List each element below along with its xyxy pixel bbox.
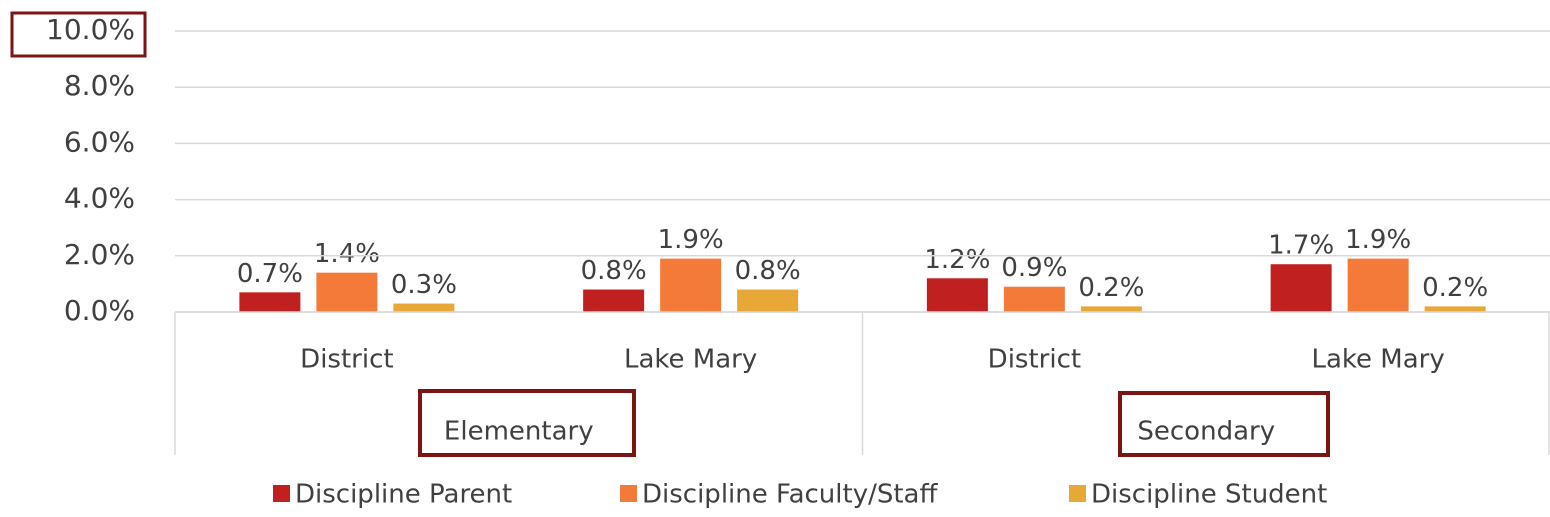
bar bbox=[926, 278, 988, 312]
y-tick-label: 2.0% bbox=[64, 238, 135, 271]
data-label: 0.2% bbox=[1078, 273, 1144, 303]
legend-swatch bbox=[273, 485, 290, 502]
bar bbox=[316, 272, 378, 312]
bar bbox=[737, 289, 799, 312]
legend-label: Discipline Parent bbox=[295, 480, 512, 510]
data-label: 0.8% bbox=[735, 256, 801, 286]
data-label: 0.7% bbox=[237, 259, 303, 289]
bar bbox=[1080, 306, 1142, 312]
bar bbox=[1270, 264, 1332, 312]
bar bbox=[393, 303, 455, 312]
data-label: 1.9% bbox=[1345, 225, 1411, 255]
group-label: Elementary bbox=[444, 417, 594, 447]
bar bbox=[239, 292, 301, 312]
bar bbox=[660, 258, 722, 312]
y-tick-label: 8.0% bbox=[64, 69, 135, 102]
highlight-box bbox=[1118, 391, 1330, 457]
legend-swatch bbox=[1069, 485, 1086, 502]
x-tick-label: District bbox=[988, 345, 1081, 375]
y-tick-label: 4.0% bbox=[64, 182, 135, 215]
y-tick-label: 6.0% bbox=[64, 125, 135, 158]
data-label: 1.4% bbox=[314, 239, 380, 269]
data-label: 1.9% bbox=[658, 225, 724, 255]
legend-swatch bbox=[620, 485, 637, 502]
x-tick-label: Lake Mary bbox=[624, 345, 757, 375]
x-tick-label: Lake Mary bbox=[1312, 345, 1445, 375]
legend-label: Discipline Student bbox=[1091, 480, 1327, 510]
highlight-box bbox=[418, 389, 636, 457]
y-tick-label: 10.0% bbox=[46, 13, 135, 46]
y-tick-label: 0.0% bbox=[64, 294, 135, 327]
data-label: 0.3% bbox=[391, 270, 457, 300]
legend-label: Discipline Faculty/Staff bbox=[642, 480, 938, 510]
group-label: Secondary bbox=[1137, 417, 1275, 447]
bar bbox=[1347, 258, 1409, 312]
data-label: 1.2% bbox=[924, 245, 990, 275]
bar bbox=[583, 289, 645, 312]
highlight-box bbox=[10, 11, 147, 58]
bar bbox=[1003, 286, 1065, 312]
bar bbox=[1424, 306, 1486, 312]
data-label: 0.9% bbox=[1001, 253, 1067, 283]
data-label: 0.2% bbox=[1422, 273, 1488, 303]
data-label: 0.8% bbox=[581, 256, 647, 286]
x-tick-label: District bbox=[300, 345, 393, 375]
